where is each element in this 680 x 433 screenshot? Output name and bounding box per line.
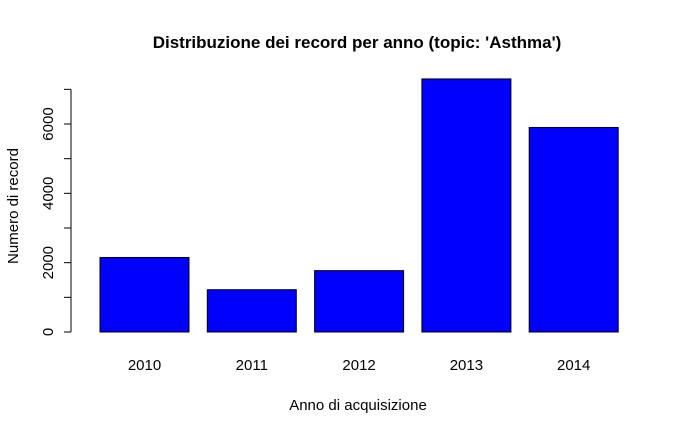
y-tick-label: 2000 — [40, 246, 57, 279]
bar-2011 — [206, 289, 297, 333]
x-tick-label-2013: 2013 — [450, 357, 483, 374]
bar-2013 — [421, 78, 512, 333]
bar-2010 — [99, 256, 190, 333]
y-tick-label: 4000 — [40, 177, 57, 210]
x-tick-label-2011: 2011 — [236, 357, 268, 374]
bar-2014 — [528, 126, 619, 333]
x-tick-label-2012: 2012 — [342, 357, 375, 374]
x-axis-label: Anno di acquisizione — [289, 397, 427, 414]
y-tick-label: 6000 — [40, 107, 57, 140]
y-axis-label: Numero di record — [5, 148, 22, 264]
x-axis-labels: 2010 2011 2012 2013 2014 — [128, 357, 591, 374]
x-tick-label-2010: 2010 — [128, 357, 161, 374]
bars-group — [99, 78, 619, 333]
bar-2012 — [314, 270, 405, 333]
y-axis: 0 2000 4000 6000 — [40, 88, 72, 336]
y-tick-label: 0 — [40, 328, 57, 336]
x-tick-label-2014: 2014 — [557, 357, 590, 374]
chart-title: Distribuzione dei record per anno (topic… — [153, 33, 562, 52]
